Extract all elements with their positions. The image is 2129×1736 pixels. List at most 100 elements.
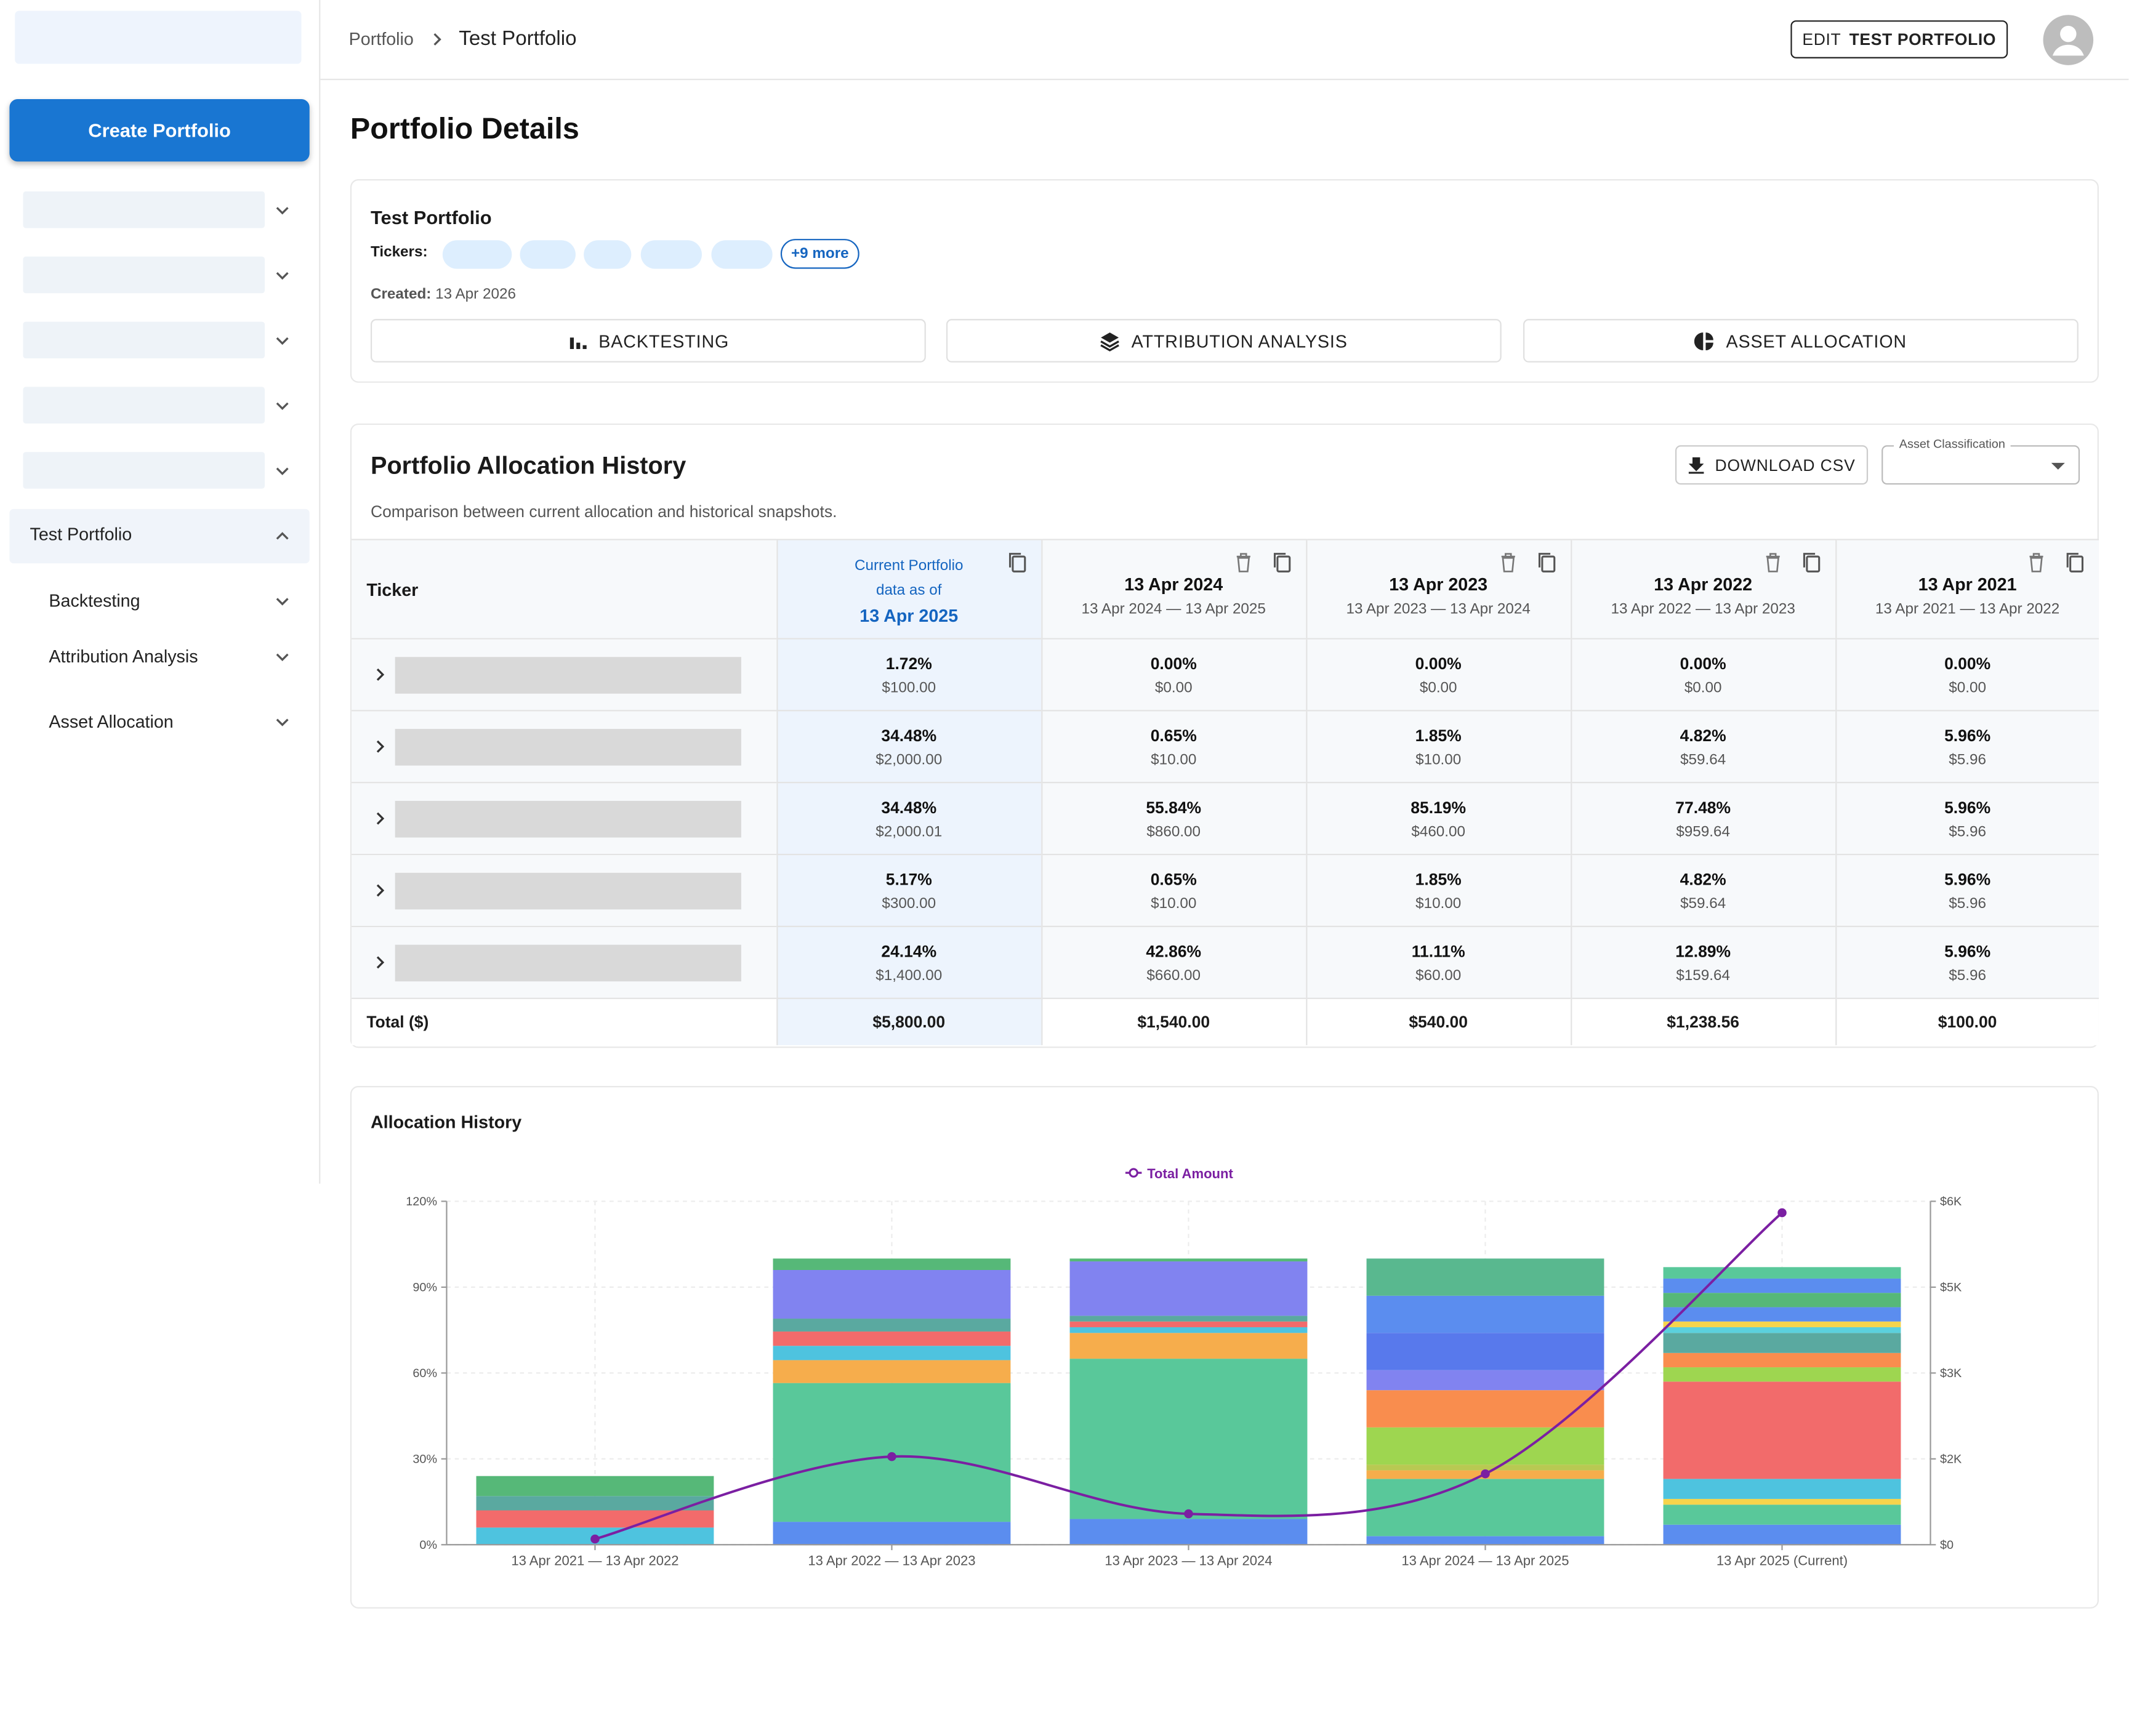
chevron-right-icon[interactable] bbox=[371, 953, 390, 972]
chevron-right-icon bbox=[428, 30, 447, 49]
allocation-percent: 4.82% bbox=[1680, 869, 1726, 889]
bar-segment bbox=[773, 1258, 1011, 1270]
allocation-cell: 0.00% $0.00 bbox=[1835, 638, 2099, 711]
table-row[interactable]: 34.48% $2,000.01 55.84% $860.00 85.19% $460.0… bbox=[352, 782, 2099, 855]
chevron-down-icon[interactable] bbox=[272, 711, 293, 733]
chevron-right-icon[interactable] bbox=[371, 809, 390, 828]
sidebar-item-test-portfolio[interactable]: Test Portfolio bbox=[9, 508, 310, 564]
chevron-right-icon[interactable] bbox=[371, 737, 390, 756]
delete-icon[interactable] bbox=[1497, 551, 1518, 573]
allocation-amount: $10.00 bbox=[1415, 751, 1462, 768]
table-row[interactable]: 1.72% $100.00 0.00% $0.00 0.00% $0.00 0.00% $0.… bbox=[352, 638, 2099, 711]
allocation-cell: 42.86% $660.00 bbox=[1040, 925, 1306, 999]
breadcrumb-root[interactable]: Portfolio bbox=[348, 28, 414, 49]
y-tick-label: 30% bbox=[413, 1452, 437, 1466]
allocation-percent: 1.85% bbox=[1415, 725, 1462, 745]
copy-icon[interactable] bbox=[2064, 551, 2085, 573]
delete-icon[interactable] bbox=[2026, 551, 2047, 573]
allocation-amount: $10.00 bbox=[1151, 895, 1197, 912]
y-tick-label: 90% bbox=[413, 1281, 437, 1295]
chevron-down-icon[interactable] bbox=[272, 265, 293, 286]
attribution-analysis-button[interactable]: ATTRIBUTION ANALYSIS bbox=[946, 319, 1502, 363]
backtesting-button[interactable]: BACKTESTING bbox=[370, 319, 926, 363]
chevron-down-icon[interactable] bbox=[272, 460, 293, 481]
legend-label: Total Amount bbox=[1147, 1166, 1233, 1181]
bar-segment bbox=[1069, 1261, 1308, 1316]
table-row[interactable]: 5.17% $300.00 0.65% $10.00 1.85% $10.00 4.82% $… bbox=[352, 853, 2099, 926]
bar-segment bbox=[1366, 1479, 1604, 1537]
allocation-history-title: Portfolio Allocation History bbox=[370, 452, 686, 480]
copy-icon[interactable] bbox=[1800, 551, 1821, 573]
allocation-amount: $60.00 bbox=[1415, 967, 1462, 984]
sidebar-sub-asset-allocation[interactable]: Asset Allocation bbox=[9, 695, 309, 749]
table-row[interactable]: 24.14% $1,400.00 42.86% $660.00 11.11% $60.00… bbox=[352, 925, 2099, 999]
allocation-amount: $5.96 bbox=[1949, 823, 1986, 840]
y2-tick-label: $6K bbox=[1940, 1195, 1962, 1208]
sidebar-collapsed-item[interactable] bbox=[9, 249, 309, 303]
ticker-placeholder bbox=[395, 657, 741, 694]
chevron-down-icon[interactable] bbox=[272, 330, 293, 352]
y2-tick-label: $5K bbox=[1940, 1281, 1962, 1295]
total-value: $1,540.00 bbox=[1040, 997, 1306, 1045]
sidebar-item-placeholder bbox=[23, 191, 265, 228]
bar-segment bbox=[1663, 1524, 1901, 1545]
sidebar-sub-attribution[interactable]: Attribution Analysis bbox=[9, 630, 309, 684]
allocation-cell: 1.72% $100.00 bbox=[776, 638, 1042, 711]
current-header-date: 13 Apr 2025 bbox=[859, 605, 959, 625]
y-tick-label: 60% bbox=[413, 1367, 437, 1380]
delete-icon[interactable] bbox=[1232, 551, 1254, 573]
allocation-percent: 0.65% bbox=[1150, 869, 1197, 889]
ticker-chip[interactable] bbox=[711, 240, 773, 269]
sidebar-sub-label: Attribution Analysis bbox=[49, 646, 198, 667]
x-tick-label: 13 Apr 2024 — 13 Apr 2025 bbox=[1401, 1553, 1569, 1568]
total-value: $540.00 bbox=[1305, 997, 1571, 1045]
copy-icon[interactable] bbox=[1270, 551, 1292, 573]
edit-button-name: TEST PORTFOLIO bbox=[1849, 30, 1997, 49]
asset-classification-select[interactable]: Asset Classification bbox=[1881, 437, 2080, 485]
sidebar-collapsed-item[interactable] bbox=[9, 313, 309, 368]
sidebar-item-placeholder bbox=[23, 321, 265, 359]
chevron-down-icon[interactable] bbox=[272, 590, 293, 612]
sidebar-collapsed-item[interactable] bbox=[9, 183, 309, 238]
create-portfolio-button[interactable]: Create Portfolio bbox=[9, 98, 310, 162]
asset-allocation-button[interactable]: ASSET ALLOCATION bbox=[1523, 319, 2079, 363]
avatar[interactable] bbox=[2043, 15, 2094, 65]
copy-icon[interactable] bbox=[1005, 551, 1027, 573]
backtesting-label: BACKTESTING bbox=[598, 330, 730, 351]
chevron-down-icon[interactable] bbox=[272, 395, 293, 417]
allocation-cell: 0.65% $10.00 bbox=[1040, 853, 1306, 926]
bar-segment bbox=[1663, 1333, 1901, 1353]
ticker-chip[interactable] bbox=[442, 240, 512, 269]
sidebar-sub-backtesting[interactable]: Backtesting bbox=[9, 574, 309, 629]
allocation-amount: $5.96 bbox=[1949, 751, 1986, 768]
snapshot-header: 13 Apr 2023 13 Apr 2023 — 13 Apr 2024 bbox=[1305, 539, 1571, 639]
bar-segment bbox=[1069, 1327, 1308, 1333]
current-header-line2: data as of bbox=[875, 581, 942, 598]
bar-segment bbox=[1366, 1295, 1604, 1333]
ticker-chip[interactable] bbox=[584, 240, 632, 269]
bar-segment bbox=[1663, 1278, 1901, 1293]
copy-icon[interactable] bbox=[1535, 551, 1556, 573]
total-amount-point bbox=[590, 1534, 600, 1544]
ticker-chip[interactable] bbox=[640, 240, 702, 269]
ticker-chip[interactable] bbox=[520, 240, 576, 269]
delete-icon[interactable] bbox=[1761, 551, 1783, 573]
total-amount-point bbox=[1481, 1469, 1490, 1479]
chevron-right-icon[interactable] bbox=[371, 881, 390, 900]
sidebar-collapsed-item[interactable] bbox=[9, 444, 309, 498]
more-tickers-chip[interactable]: +9 more bbox=[780, 239, 859, 269]
download-csv-button[interactable]: DOWNLOAD CSV bbox=[1675, 445, 1869, 485]
chevron-down-icon[interactable] bbox=[272, 199, 293, 221]
table-row[interactable]: 34.48% $2,000.00 0.65% $10.00 1.85% $10.00 4.8… bbox=[352, 710, 2099, 783]
current-header-line1: Current Portfolio bbox=[854, 557, 964, 574]
chevron-right-icon[interactable] bbox=[371, 665, 390, 684]
edit-portfolio-button[interactable]: EDIT TEST PORTFOLIO bbox=[1790, 20, 2008, 58]
chevron-down-icon[interactable] bbox=[272, 646, 293, 668]
allocation-cell: 77.48% $959.64 bbox=[1570, 782, 1836, 855]
allocation-amount: $300.00 bbox=[882, 895, 936, 912]
sidebar-collapsed-item[interactable] bbox=[9, 379, 309, 433]
chevron-up-icon[interactable] bbox=[272, 525, 293, 547]
download-icon bbox=[1689, 457, 1704, 474]
allocation-history-card: Portfolio Allocation History Comparison … bbox=[350, 423, 2099, 1048]
